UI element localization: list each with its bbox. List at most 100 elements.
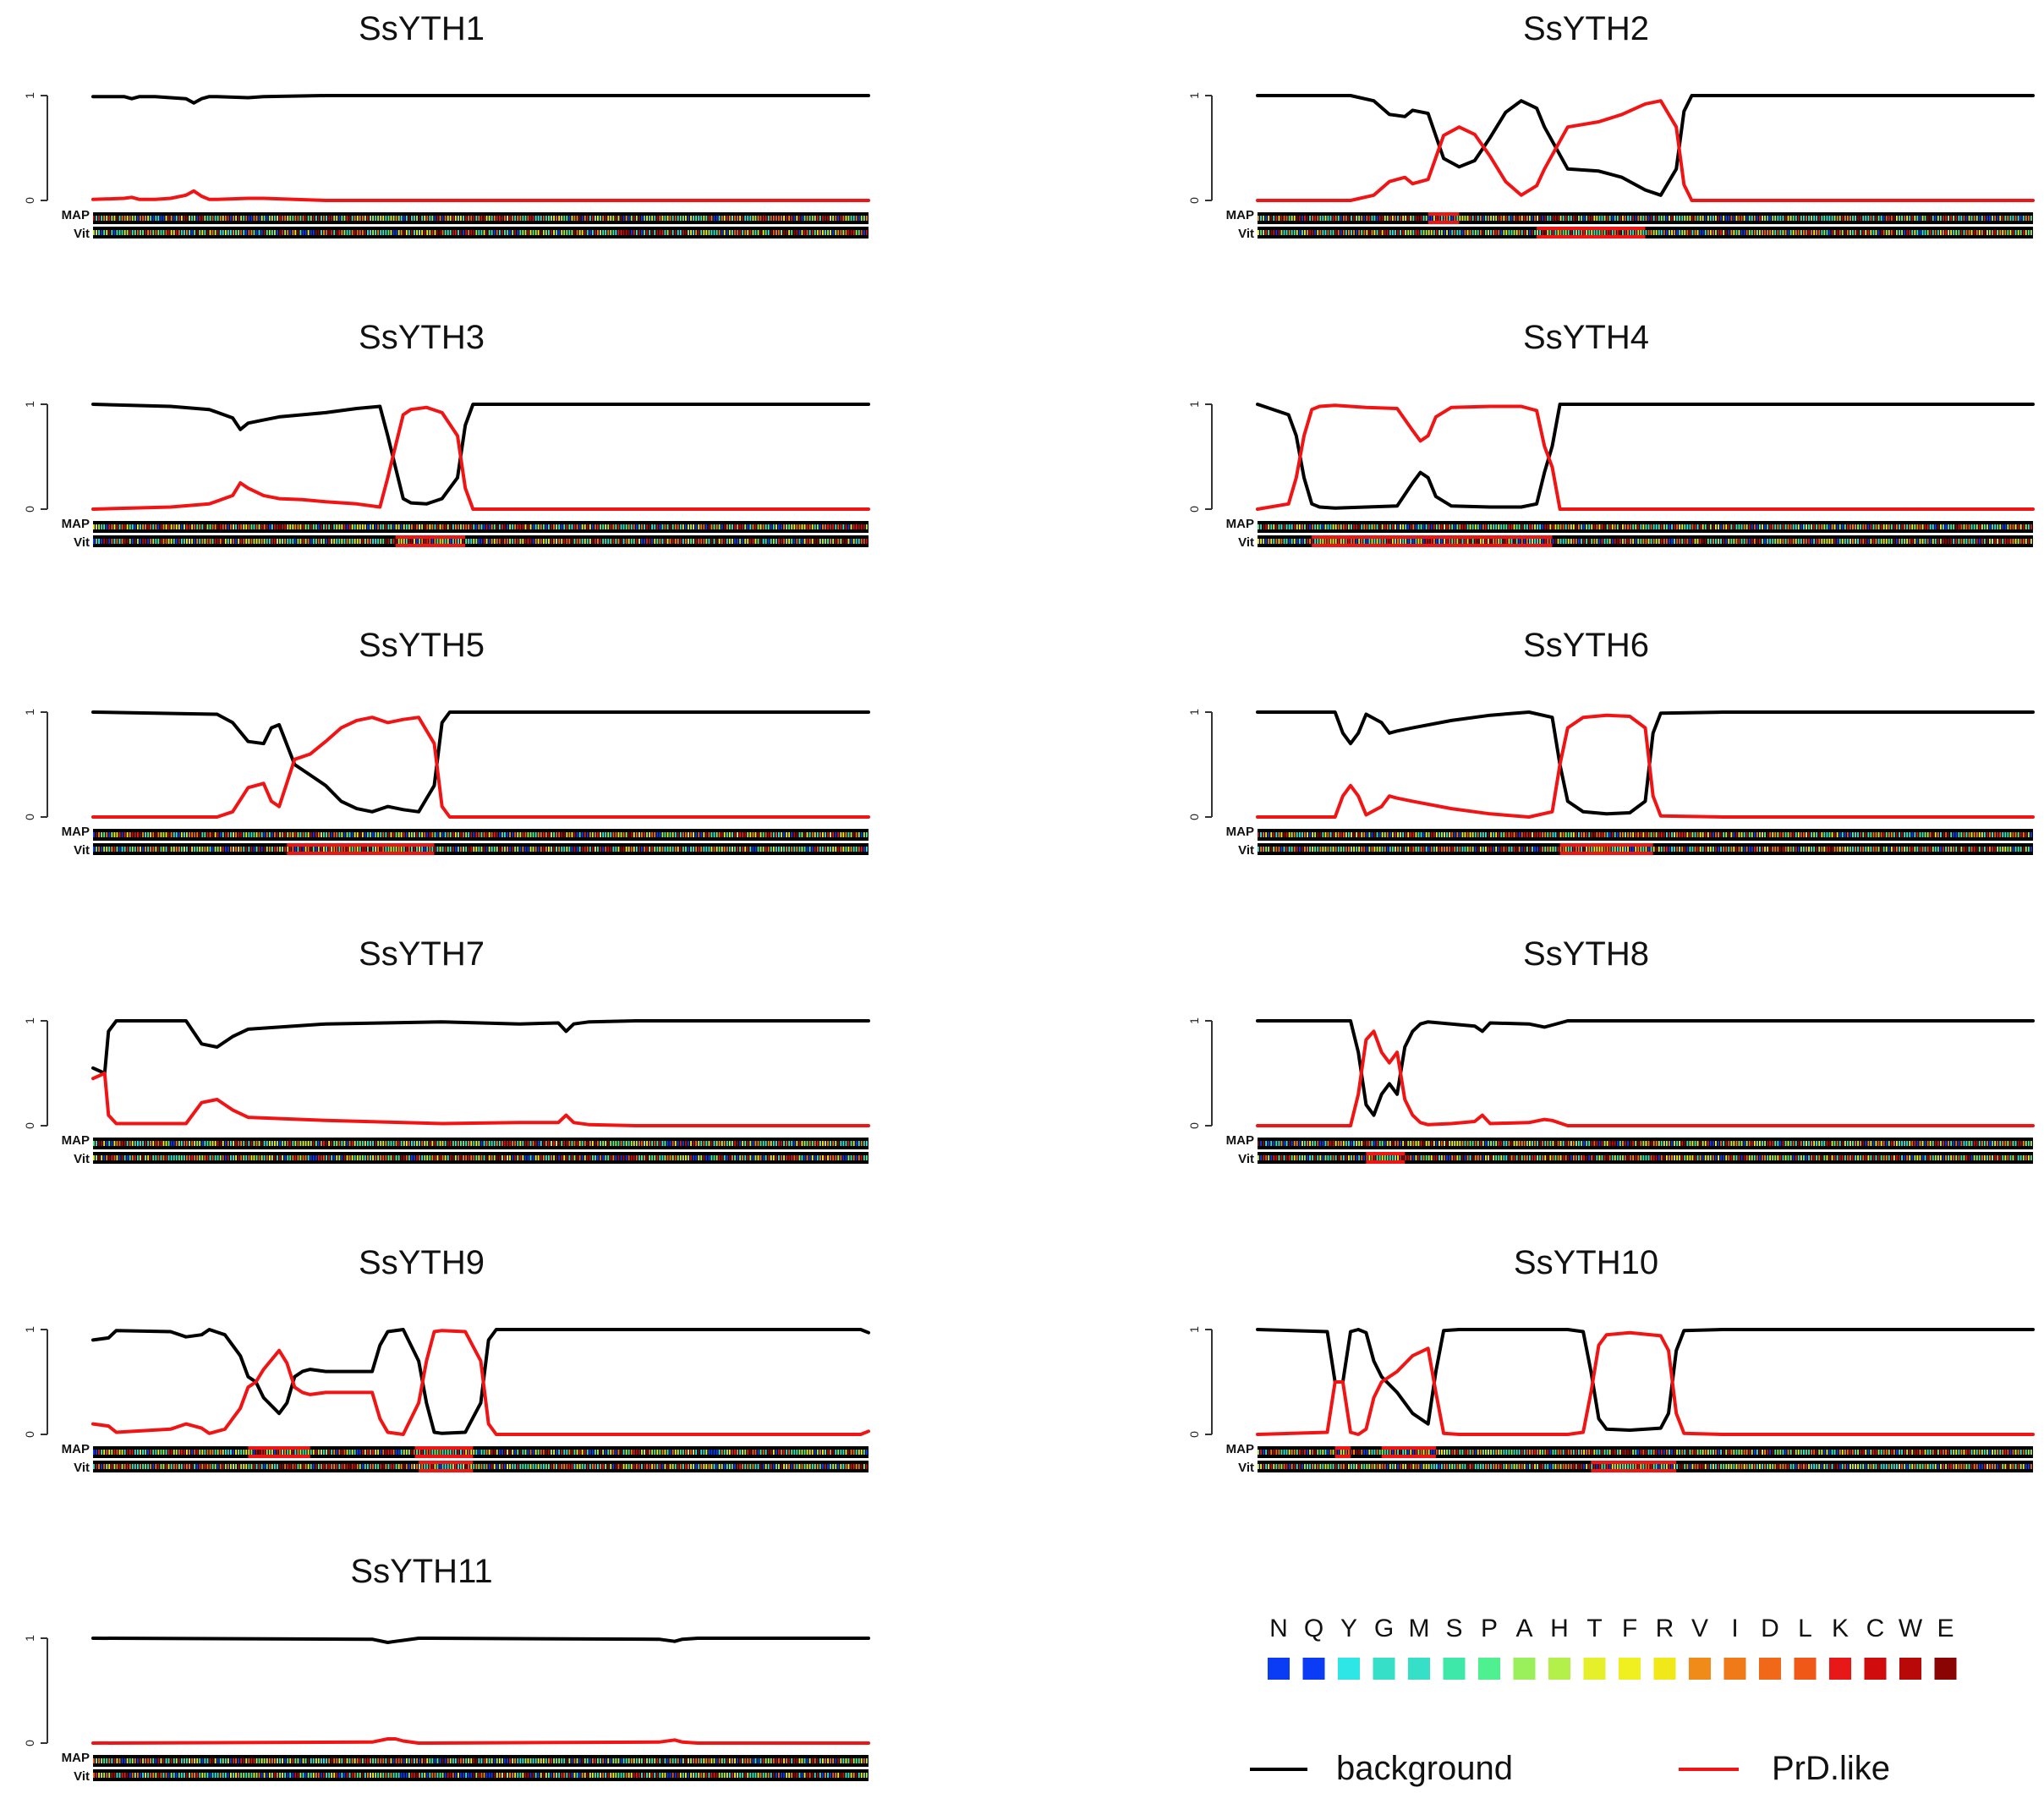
residue-stripe <box>682 847 684 852</box>
residue-stripe <box>1676 216 1679 221</box>
residue-stripe <box>801 1141 803 1146</box>
residue-stripe <box>1849 1155 1851 1160</box>
residue-stripe <box>274 1141 276 1146</box>
residue-stripe <box>370 832 371 837</box>
residue-stripe <box>1304 524 1306 529</box>
residue-stripe <box>708 847 710 852</box>
residue-stripe <box>852 1141 855 1146</box>
residue-stripe <box>238 539 240 544</box>
residue-stripe <box>310 216 312 221</box>
residue-stripe <box>458 1141 459 1146</box>
residue-stripe <box>216 524 219 529</box>
residue-stripe <box>1420 216 1422 221</box>
residue-stripe <box>297 524 299 529</box>
residue-stripe <box>1376 524 1378 529</box>
residue-stripe <box>808 524 811 529</box>
residue-stripe <box>1836 216 1839 221</box>
residue-stripe <box>781 539 782 544</box>
track-label: Vit <box>74 535 90 550</box>
residue-stripe <box>1619 1155 1621 1160</box>
residue-stripe <box>1919 832 1921 837</box>
residue-stripe <box>419 539 420 544</box>
residue-stripe <box>268 1155 271 1160</box>
y-tick-label: 0 <box>23 197 36 204</box>
residue-stripe <box>1924 524 1926 529</box>
residue-stripe <box>326 832 327 837</box>
residue-stripe <box>602 832 605 837</box>
residue-stripe <box>749 1155 752 1160</box>
residue-stripe <box>238 847 240 852</box>
residue-stripe <box>695 230 698 235</box>
residue-stripe <box>1772 524 1774 529</box>
residue-stripe <box>216 1450 219 1455</box>
residue-stripe <box>793 539 796 544</box>
y-tick-label: 1 <box>1187 1017 1201 1024</box>
residue-stripe <box>248 832 250 837</box>
residue-stripe <box>1787 539 1789 544</box>
residue-stripe <box>772 230 775 235</box>
residue-stripe <box>1265 1141 1268 1146</box>
residue-stripe <box>816 847 819 852</box>
residue-stripe <box>669 847 671 852</box>
residue-stripe <box>157 539 160 544</box>
residue-stripe <box>2014 847 2017 852</box>
y-tick-label: 0 <box>1187 506 1201 513</box>
residue-stripe <box>1378 1155 1381 1160</box>
residue-stripe <box>1518 1155 1521 1160</box>
residue-stripe <box>793 216 796 221</box>
residue-stripe <box>1759 216 1761 221</box>
y-tick-label: 1 <box>23 92 36 99</box>
residue-stripe <box>783 1141 785 1146</box>
residue-stripe <box>1384 1155 1386 1160</box>
residue-stripe <box>1422 1155 1425 1160</box>
residue-stripe <box>764 230 767 235</box>
residue-stripe <box>1593 524 1596 529</box>
residue-stripe <box>1751 1141 1753 1146</box>
residue-stripe <box>214 539 216 544</box>
residue-stripe <box>514 847 517 852</box>
residue-stripe <box>1415 524 1417 529</box>
residue-stripe <box>1444 1155 1445 1160</box>
residue-stripe <box>744 832 747 837</box>
residue-stripe <box>517 524 519 529</box>
residue-stripe <box>463 230 464 235</box>
residue-stripe <box>654 1141 656 1146</box>
residue-stripe <box>312 1155 315 1160</box>
residue-stripe <box>1485 832 1487 837</box>
residue-stripe <box>1811 832 1812 837</box>
residue-stripe <box>835 216 837 221</box>
residue-stripe <box>1772 1141 1774 1146</box>
residue-stripe <box>282 1141 283 1146</box>
residue-stripe <box>718 832 721 837</box>
residue-stripe <box>1718 1155 1719 1160</box>
residue-stripe <box>759 539 762 544</box>
residue-stripe <box>1575 1141 1577 1146</box>
residue-stripe <box>315 524 317 529</box>
residue-stripe <box>137 1141 139 1146</box>
residue-stripe <box>693 524 694 529</box>
residue-stripe <box>1488 832 1489 837</box>
residue-stripe <box>685 216 687 221</box>
residue-stripe <box>1681 524 1684 529</box>
residue-stripe <box>1986 832 1988 837</box>
residue-stripe <box>568 1155 571 1160</box>
residue-stripe <box>850 230 852 235</box>
residue-stripe <box>803 216 806 221</box>
residue-stripe <box>206 1450 209 1455</box>
residue-stripe <box>460 216 462 221</box>
residue-stripe <box>96 832 97 837</box>
residue-stripe <box>1391 1155 1394 1160</box>
residue-stripe <box>1911 1141 1914 1146</box>
residue-stripe <box>1877 1155 1880 1160</box>
residue-stripe <box>294 524 297 529</box>
residue-stripe <box>1890 847 1893 852</box>
residue-stripe <box>253 539 255 544</box>
residue-stripe <box>832 1141 835 1146</box>
residue-stripe <box>1839 524 1841 529</box>
residue-stripe <box>1526 524 1528 529</box>
residue-stripe <box>775 1155 777 1160</box>
residue-stripe <box>1733 1141 1735 1146</box>
residue-stripe <box>1575 230 1577 235</box>
residue-stripe <box>321 539 322 544</box>
residue-stripe <box>1632 1155 1635 1160</box>
